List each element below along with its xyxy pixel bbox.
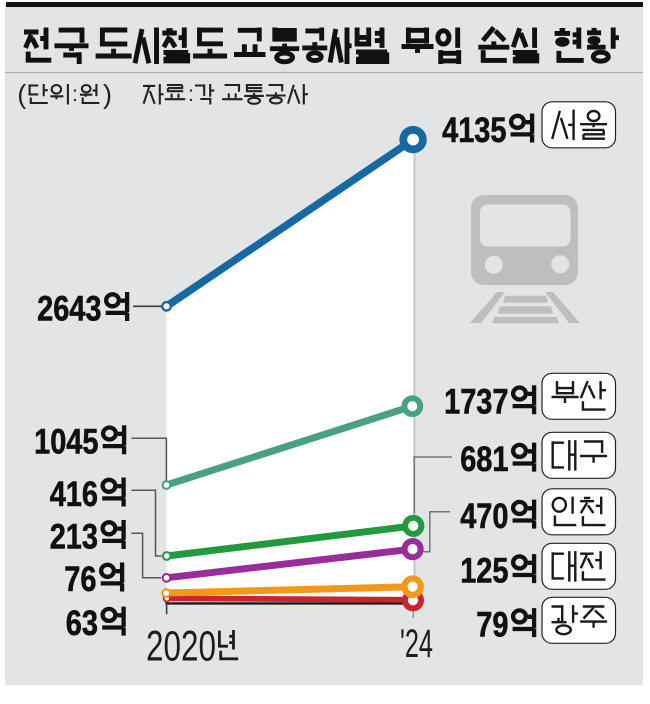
svg-text:79: 79 [476,605,508,645]
svg-text:213: 213 [50,516,98,556]
svg-text:1737: 1737 [444,382,508,422]
svg-text:470: 470 [460,496,508,536]
svg-text:125: 125 [460,551,508,591]
svg-text::: : [188,83,194,106]
svg-text:): ) [103,80,112,110]
svg-text:(: ( [17,80,26,110]
svg-text:2643: 2643 [37,288,101,328]
svg-text:681: 681 [460,439,508,479]
svg-text:416: 416 [50,474,98,514]
svg-text:'24: '24 [400,622,433,666]
svg-text:76: 76 [64,559,96,599]
svg-text:1045: 1045 [34,422,98,462]
svg-text:4135: 4135 [442,110,506,150]
svg-text::: : [72,83,78,106]
svg-text:2020: 2020 [146,624,216,671]
svg-text:63: 63 [66,603,98,643]
